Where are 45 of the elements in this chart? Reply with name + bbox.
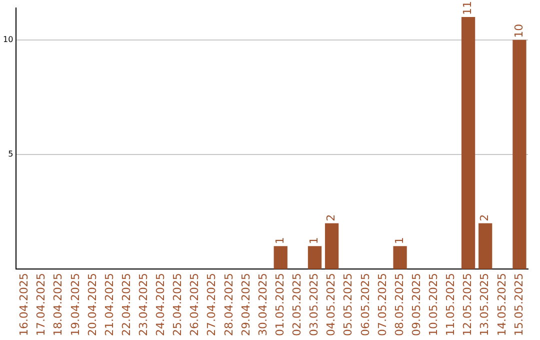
data-label: 1 [392, 237, 406, 244]
bar [308, 246, 322, 270]
x-tick-label: 09.05.2025 [410, 273, 423, 336]
bar [324, 223, 339, 270]
x-tick-label: 04.05.2025 [324, 273, 338, 336]
x-tick-label: 08.05.2025 [392, 273, 406, 336]
x-tick-label: 07.05.2025 [376, 273, 389, 336]
bar [274, 246, 288, 270]
x-tick-label: 18.04.2025 [52, 273, 65, 336]
x-tick-label: 13.05.2025 [478, 273, 492, 336]
x-tick-label: 03.05.2025 [308, 273, 321, 336]
x-tick-label: 05.05.2025 [342, 273, 355, 336]
x-tick-label: 23.04.2025 [136, 273, 150, 336]
x-tick-label: 27.04.2025 [205, 273, 218, 336]
data-label: 11 [461, 0, 474, 15]
y-tick-label: 5 [8, 150, 14, 159]
x-tick-label: 16.04.2025 [18, 273, 31, 336]
x-tick-label: 24.04.2025 [154, 273, 168, 336]
x-tick-label: 02.05.2025 [290, 273, 304, 336]
x-tick-label: 19.04.2025 [68, 273, 82, 336]
bar [461, 16, 476, 270]
bar [512, 40, 526, 270]
x-tick-label: 21.04.2025 [102, 273, 116, 336]
x-tick-label: 15.05.2025 [512, 273, 526, 336]
x-tick-label: 06.05.2025 [358, 273, 372, 336]
data-label: 10 [512, 24, 526, 38]
x-tick-label: 28.04.2025 [222, 273, 236, 336]
x-tick-label: 30.04.2025 [256, 273, 270, 336]
data-label: 2 [324, 214, 338, 222]
bar [393, 246, 407, 270]
x-tick-label: 29.04.2025 [239, 273, 252, 336]
x-tick-label: 14.05.2025 [495, 273, 508, 336]
x-tick-label: 25.04.2025 [171, 273, 184, 336]
x-tick-label: 20.04.2025 [86, 273, 99, 336]
data-label: 1 [308, 237, 321, 244]
x-tick-label: 17.04.2025 [34, 273, 48, 336]
data-label: 2 [478, 214, 492, 222]
x-tick-label: 22.04.2025 [120, 273, 133, 336]
data-label: 1 [273, 237, 286, 244]
bar [478, 223, 492, 270]
x-tick-label: 10.05.2025 [427, 273, 440, 336]
x-tick-label: 01.05.2025 [273, 273, 286, 336]
x-tick-label: 12.05.2025 [461, 273, 474, 336]
x-tick-label: 11.05.2025 [444, 273, 458, 336]
x-tick-label: 26.04.2025 [188, 273, 202, 336]
